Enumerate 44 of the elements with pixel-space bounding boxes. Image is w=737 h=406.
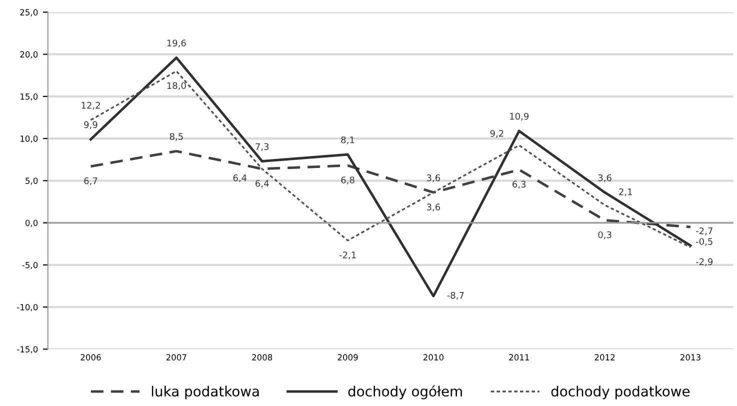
x-tick-label: 2006 (80, 354, 101, 360)
data-label: 6,7 (84, 177, 98, 186)
data-label: 6,8 (341, 176, 354, 184)
y-tick-label: -15,0 (17, 346, 38, 354)
y-tick-label: 25,0 (20, 9, 38, 16)
legend-label: dochody podatkowe (551, 386, 690, 400)
data-label: 6,4 (233, 174, 247, 182)
data-label: -2,1 (339, 252, 356, 260)
data-label: 7,3 (256, 143, 269, 151)
data-label: 6,3 (512, 180, 526, 189)
data-label: 3,6 (426, 204, 440, 212)
data-label: 2,1 (619, 188, 632, 196)
data-label: -2,7 (696, 227, 712, 236)
y-tick-label: -5,0 (22, 262, 38, 270)
y-tick-label: 5,0 (26, 178, 38, 185)
y-tick-label: 10,0 (20, 136, 38, 143)
x-tick-label: 2009 (338, 354, 358, 360)
data-label: 6,4 (256, 180, 269, 188)
x-tick-label: 2010 (423, 354, 444, 360)
data-label: 8,5 (170, 133, 183, 141)
x-tick-label: 2012 (594, 354, 615, 360)
data-label: 9,9 (84, 121, 98, 130)
data-label: -0,5 (696, 238, 712, 246)
data-label: 18,0 (167, 82, 186, 90)
x-tick-label: 2011 (509, 354, 529, 360)
data-label: 12,2 (82, 102, 100, 110)
x-tick-label: 2008 (252, 354, 272, 360)
y-tick-label: 20,0 (20, 51, 38, 58)
data-label: 10,9 (510, 112, 529, 121)
x-tick-label: 2007 (166, 354, 186, 360)
legend-label: dochody ogółem (348, 385, 462, 400)
data-label: 0,3 (598, 231, 612, 240)
data-label: 3,6 (598, 174, 612, 182)
legend-label: luka podatkowa (152, 386, 259, 400)
data-label: 9,2 (490, 130, 504, 138)
data-label: 3,6 (426, 174, 440, 182)
y-tick-label: -10,0 (17, 304, 38, 312)
y-tick-label: 0,0 (25, 220, 38, 227)
data-label: 8,1 (341, 136, 354, 144)
data-label: 19,6 (167, 40, 186, 48)
data-label: -8,7 (447, 292, 464, 300)
data-label: -2,9 (696, 258, 713, 266)
y-tick-label: 15,0 (20, 93, 38, 101)
x-tick-label: 2013 (680, 354, 700, 360)
